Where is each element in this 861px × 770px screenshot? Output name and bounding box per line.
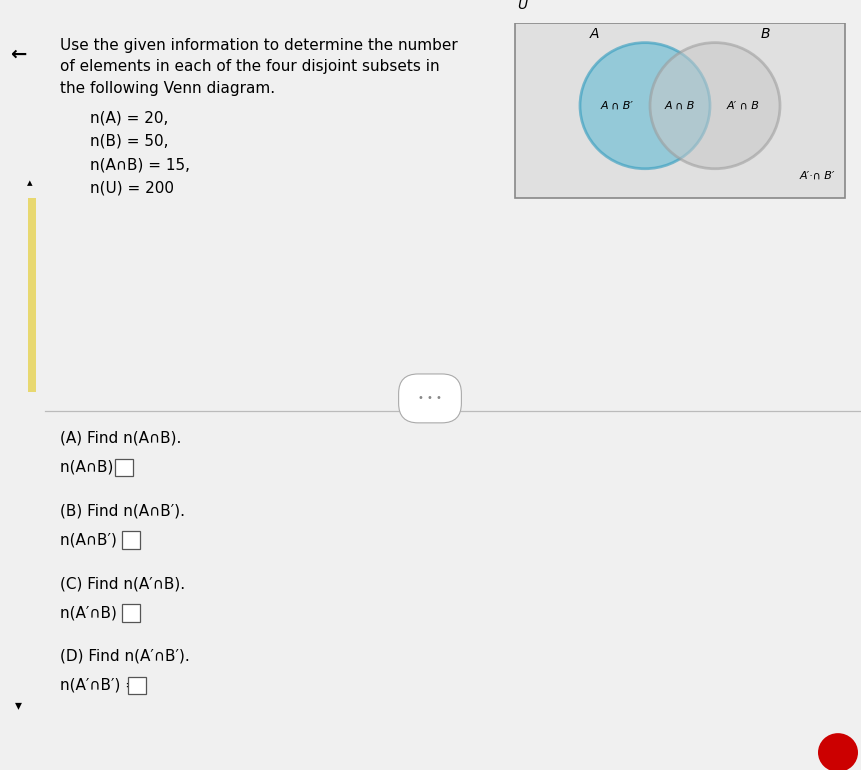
FancyBboxPatch shape xyxy=(128,677,146,695)
Text: U: U xyxy=(517,0,527,12)
Text: (D) Find n(A′∩B′).: (D) Find n(A′∩B′). xyxy=(60,649,189,664)
FancyBboxPatch shape xyxy=(121,531,139,549)
Text: n(A∩B) =: n(A∩B) = xyxy=(60,460,131,474)
Text: Use the given information to determine the number
of elements in each of the fou: Use the given information to determine t… xyxy=(60,38,458,96)
FancyBboxPatch shape xyxy=(28,198,36,392)
Text: • • •: • • • xyxy=(418,393,442,403)
Text: A′ ∩ B: A′ ∩ B xyxy=(727,101,759,111)
Text: n(A) = 20,: n(A) = 20, xyxy=(90,111,169,126)
Text: ▴: ▴ xyxy=(28,178,33,188)
Text: A′·∩ B′: A′·∩ B′ xyxy=(800,170,835,180)
Text: n(A′∩B) =: n(A′∩B) = xyxy=(60,605,134,620)
Text: (A) Find n(A∩B).: (A) Find n(A∩B). xyxy=(60,430,182,446)
Text: ▾: ▾ xyxy=(15,698,22,711)
Text: A: A xyxy=(590,27,599,41)
Text: B: B xyxy=(760,27,770,41)
Circle shape xyxy=(650,42,780,169)
Text: n(A′∩B′) =: n(A′∩B′) = xyxy=(60,678,138,693)
Text: A ∩ B′: A ∩ B′ xyxy=(601,101,634,111)
FancyBboxPatch shape xyxy=(515,23,845,198)
Circle shape xyxy=(580,42,710,169)
Text: (C) Find n(A′∩B).: (C) Find n(A′∩B). xyxy=(60,576,185,591)
Circle shape xyxy=(818,733,858,770)
Text: n(A∩B′) =: n(A∩B′) = xyxy=(60,532,134,547)
Text: A ∩ B: A ∩ B xyxy=(665,101,695,111)
FancyBboxPatch shape xyxy=(121,604,139,621)
Text: ←: ← xyxy=(9,45,26,64)
Text: (B) Find n(A∩B′).: (B) Find n(A∩B′). xyxy=(60,504,185,518)
Text: n(U) = 200: n(U) = 200 xyxy=(90,180,174,196)
FancyBboxPatch shape xyxy=(115,459,133,476)
Text: n(A∩B) = 15,: n(A∩B) = 15, xyxy=(90,157,190,172)
Text: n(B) = 50,: n(B) = 50, xyxy=(90,134,169,149)
